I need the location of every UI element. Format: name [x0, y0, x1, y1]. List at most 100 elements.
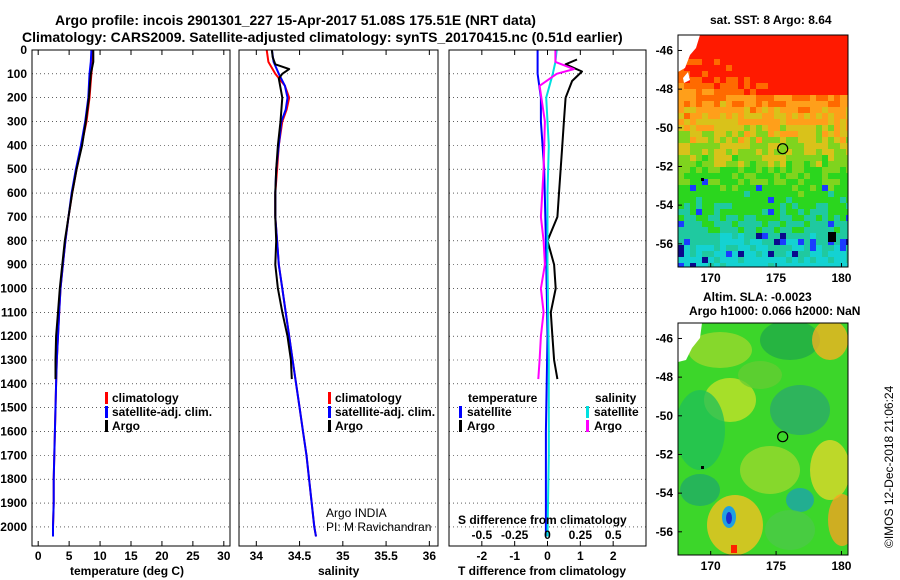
sst-cell — [726, 35, 732, 41]
sst-cell — [756, 215, 762, 221]
x-tick-label: 2 — [610, 549, 617, 563]
sst-cell — [822, 191, 828, 197]
sst-cell — [690, 233, 696, 239]
legend-label: climatology — [335, 391, 402, 405]
sst-cell — [828, 59, 834, 65]
sst-cell — [696, 89, 702, 95]
sst-cell — [744, 161, 750, 167]
sst-cell — [768, 185, 774, 191]
sst-cell — [840, 149, 846, 155]
sst-cell — [798, 125, 804, 131]
sst-cell — [696, 173, 702, 179]
sst-cell — [726, 65, 732, 71]
sst-cell — [702, 221, 708, 227]
sst-cell — [732, 155, 738, 161]
sst-cell — [786, 137, 792, 143]
sst-cell — [780, 167, 786, 173]
sst-cell — [804, 155, 810, 161]
sst-cell — [774, 83, 780, 89]
sst-cell — [756, 191, 762, 197]
sst-cell — [828, 137, 834, 143]
sst-cell — [840, 59, 846, 65]
sst-cell — [804, 209, 810, 215]
sst-cell — [702, 131, 708, 137]
sst-cell — [798, 89, 804, 95]
sst-cell — [732, 107, 738, 113]
sst-cell — [798, 59, 804, 65]
sst-cell — [762, 197, 768, 203]
legend-header-temperature: temperature — [468, 391, 538, 405]
sst-cell — [720, 257, 726, 263]
sst-cell — [762, 131, 768, 137]
sst-cell — [714, 47, 720, 53]
sst-cell — [840, 185, 846, 191]
imos-timestamp: ©IMOS 12-Dec-2018 21:06:24 — [882, 385, 896, 548]
sst-cell — [726, 77, 732, 83]
sst-cell — [720, 251, 726, 257]
sst-cell — [720, 131, 726, 137]
sst-cell — [828, 161, 834, 167]
sst-cell — [846, 119, 848, 125]
sst-cell — [840, 203, 846, 209]
sst-cell — [708, 215, 714, 221]
sst-cell — [678, 83, 684, 89]
sst-cell — [684, 245, 690, 251]
sst-cell — [810, 221, 816, 227]
sst-cell — [786, 149, 792, 155]
sst-cell — [702, 119, 708, 125]
sst-cell — [762, 119, 768, 125]
sst-cell — [726, 101, 732, 107]
sst-cell — [792, 221, 798, 227]
title-line-2: Climatology: CARS2009. Satellite-adjuste… — [22, 29, 623, 45]
sst-cell — [762, 233, 768, 239]
sst-cell — [726, 47, 732, 53]
sst-cell — [696, 107, 702, 113]
sst-cell — [702, 215, 708, 221]
x-tick-label: 0 — [544, 549, 551, 563]
sst-cell — [744, 131, 750, 137]
sst-cell — [708, 77, 714, 83]
sst-cell — [780, 215, 786, 221]
title-line-1: Argo profile: incois 2901301_227 15-Apr-… — [55, 12, 536, 28]
sst-cell — [720, 35, 726, 41]
sst-cell — [774, 107, 780, 113]
sst-cell — [798, 221, 804, 227]
sst-cell — [696, 161, 702, 167]
temperature-frame — [31, 49, 231, 547]
sst-cell — [804, 227, 810, 233]
map-y-tick-label: -46 — [656, 43, 674, 57]
sst-cell — [726, 149, 732, 155]
map-y-tick-label: -46 — [656, 331, 674, 345]
sst-cell — [720, 89, 726, 95]
sst-cell — [804, 215, 810, 221]
sst-cell — [738, 95, 744, 101]
sst-cell — [726, 41, 732, 47]
sst-cell — [786, 263, 792, 267]
sst-cell — [726, 95, 732, 101]
sst-cell — [822, 215, 828, 221]
sst-cell — [834, 149, 840, 155]
sst-cell — [828, 113, 834, 119]
series-line-satellite-salinity — [545, 50, 558, 537]
sst-cell — [726, 167, 732, 173]
panel-differences: -2 -1 0 1 2 -0.5 -0.25 0 0.25 0.5 T difference f… — [448, 49, 647, 578]
sst-cell — [744, 209, 750, 215]
sst-cell — [816, 95, 822, 101]
sst-cell — [744, 149, 750, 155]
sst-cell — [684, 113, 690, 119]
sst-cell — [792, 167, 798, 173]
sst-cell — [678, 143, 684, 149]
sst-cell — [798, 263, 804, 267]
sst-cell — [720, 179, 726, 185]
sst-cell — [732, 239, 738, 245]
sst-cell — [786, 197, 792, 203]
sst-cell — [696, 131, 702, 137]
sst-cell — [780, 161, 786, 167]
y-tick-label: 500 — [7, 162, 27, 176]
sst-cell — [696, 41, 702, 47]
sst-cell — [822, 77, 828, 83]
sst-cell — [726, 203, 732, 209]
sst-cell — [684, 215, 690, 221]
sst-cell — [690, 251, 696, 257]
sst-cell — [828, 215, 834, 221]
